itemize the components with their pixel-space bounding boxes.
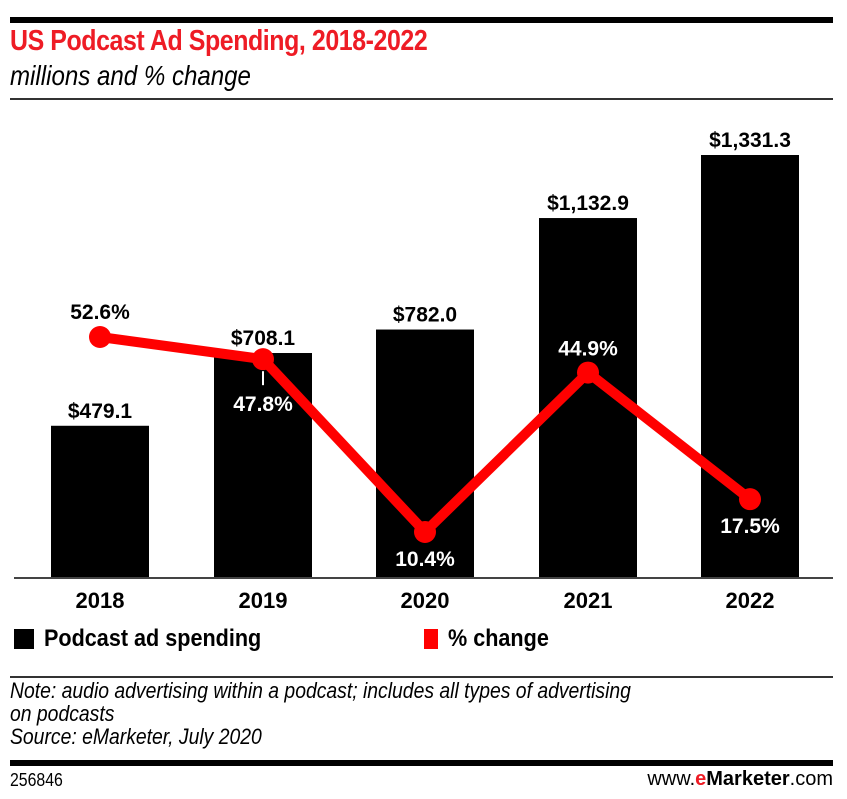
subtitle-rule [10, 98, 833, 100]
bar-series: $479.1 $708.1 $782.0 $1,132.9 $1,331.3 [51, 129, 799, 579]
bar-value-label: $1,132.9 [547, 192, 629, 215]
x-axis-labels: 2018 2019 2020 2021 2022 [76, 588, 775, 613]
bar-value-label: $782.0 [393, 304, 457, 327]
x-tick-label: 2019 [239, 588, 288, 613]
bottom-rule [10, 760, 833, 766]
brand-prefix: www. [647, 768, 696, 790]
source-line: Source: eMarketer, July 2020 [10, 724, 262, 749]
x-tick-label: 2021 [564, 588, 613, 613]
chart-id: 256846 [10, 770, 63, 790]
pct-change-point [89, 326, 111, 348]
pct-change-label: 17.5% [720, 515, 780, 538]
bar [214, 353, 312, 578]
bar-value-label: $1,331.3 [709, 129, 791, 152]
pct-change-label: 52.6% [70, 301, 130, 324]
legend-label: % change [448, 625, 549, 652]
note-rule [10, 676, 833, 678]
note-line-1: Note: audio advertising within a podcast… [10, 678, 631, 703]
bar [51, 425, 149, 578]
chart-area: $479.1 $708.1 $782.0 $1,132.9 $1,331.3 52.6%… [14, 129, 833, 613]
brand-suffix: .com [789, 768, 833, 790]
pct-change-series: 52.6% 47.8% 10.4% 44.9% 17.5% [70, 301, 780, 571]
brand-link[interactable]: www.eMarketer.com [647, 768, 833, 791]
bar-value-label: $708.1 [231, 327, 296, 350]
footnote: Note: audio advertising within a podcast… [10, 679, 802, 748]
x-tick-label: 2018 [76, 588, 125, 613]
legend-item-pct-change: % change [424, 625, 560, 653]
legend-swatch-black [14, 629, 34, 649]
top-rule [10, 17, 833, 23]
brand-e: e [695, 768, 707, 790]
x-tick-label: 2020 [401, 588, 450, 613]
x-tick-label: 2022 [726, 588, 775, 613]
bar-value-label: $479.1 [68, 400, 133, 423]
pct-change-point [252, 348, 274, 371]
pct-change-point [414, 520, 436, 543]
brand-name: Marketer [706, 768, 790, 790]
chart-subtitle: millions and % change [10, 60, 251, 91]
pct-change-label: 47.8% [233, 393, 293, 416]
pct-change-point [739, 488, 761, 511]
legend-swatch-red [424, 629, 438, 649]
legend-item-spending: Podcast ad spending [14, 625, 285, 653]
legend-label: Podcast ad spending [44, 625, 262, 652]
note-line-2: on podcasts [10, 701, 115, 726]
chart-title: US Podcast Ad Spending, 2018-2022 [10, 25, 428, 57]
pct-change-label: 10.4% [395, 548, 455, 571]
pct-change-label: 44.9% [558, 338, 618, 361]
pct-change-point [577, 361, 599, 384]
